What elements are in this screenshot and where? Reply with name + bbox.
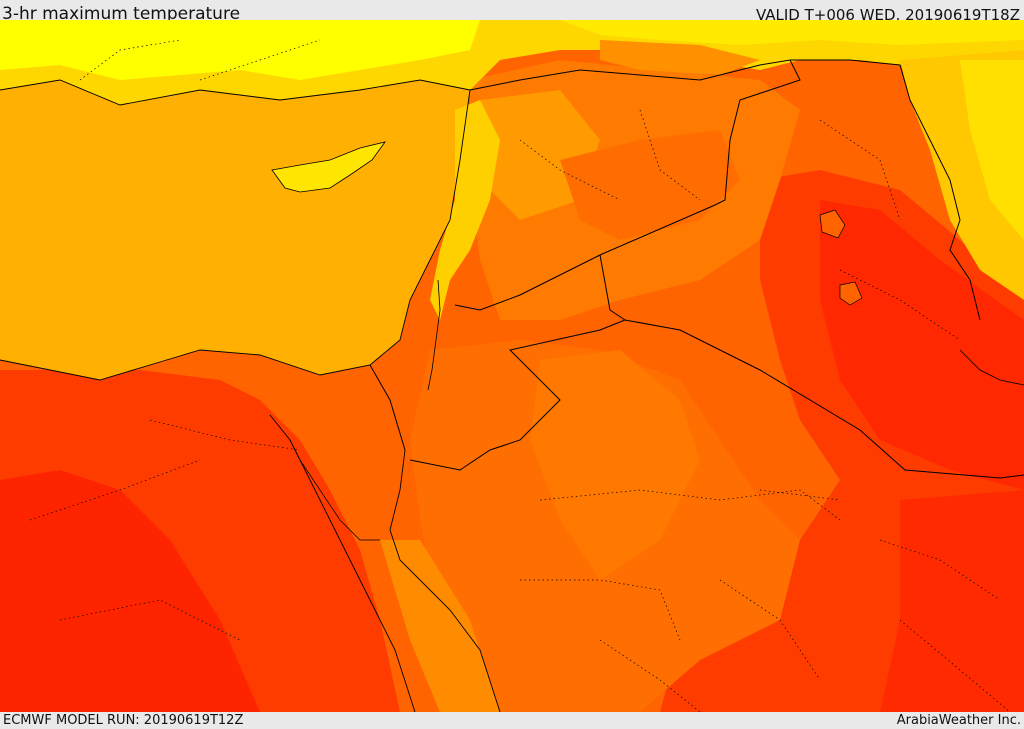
model-run-label: ECMWF MODEL RUN: 20190619T12Z <box>3 713 244 728</box>
cyprus-island <box>271 141 386 193</box>
north-orange-patch <box>600 40 760 75</box>
jordan-river <box>427 279 441 391</box>
iraq-saudi-border <box>624 319 1024 479</box>
turkey-yellow-region <box>0 20 480 80</box>
north-yellow-strip <box>560 20 1024 45</box>
iraq-lake-2 <box>839 281 863 306</box>
iraq-deep-red-region <box>820 200 1024 490</box>
temperature-map-svg <box>0 20 1024 712</box>
gulf-coastline <box>959 349 1024 386</box>
levant-coast-yellow <box>430 100 500 320</box>
red-sea-east-coast <box>389 449 501 712</box>
gulf-of-suez <box>289 439 380 541</box>
iran-yellow-region <box>960 60 1024 240</box>
syria-border <box>454 59 801 311</box>
egypt-israel-border <box>369 364 406 451</box>
province-boundaries <box>29 39 1011 712</box>
egypt-deep-red-region <box>0 470 260 712</box>
mediterranean-sea <box>0 80 470 380</box>
syria-desert-orange <box>560 130 740 240</box>
iraq-iran-border <box>790 59 981 321</box>
map-footer: ECMWF MODEL RUN: 20190619T12Z ArabiaWeat… <box>0 712 1024 729</box>
gulf-red-region <box>880 490 1024 712</box>
temperature-map[interactable] <box>0 20 1024 712</box>
red-sea-coast-orange <box>380 540 500 712</box>
map-header: 3-hr maximum temperature VALID T+006 WED… <box>0 0 1024 24</box>
turkey-coastline <box>0 79 471 106</box>
iraq-lake <box>819 209 846 239</box>
credit-label: ArabiaWeather Inc. <box>896 713 1021 728</box>
jordan-border <box>409 254 627 471</box>
map-title: 3-hr maximum temperature <box>2 4 241 24</box>
arabia-light-orange-region <box>530 350 700 580</box>
valid-time-label: VALID T+006 WED. 20190619T18Z <box>755 6 1020 24</box>
